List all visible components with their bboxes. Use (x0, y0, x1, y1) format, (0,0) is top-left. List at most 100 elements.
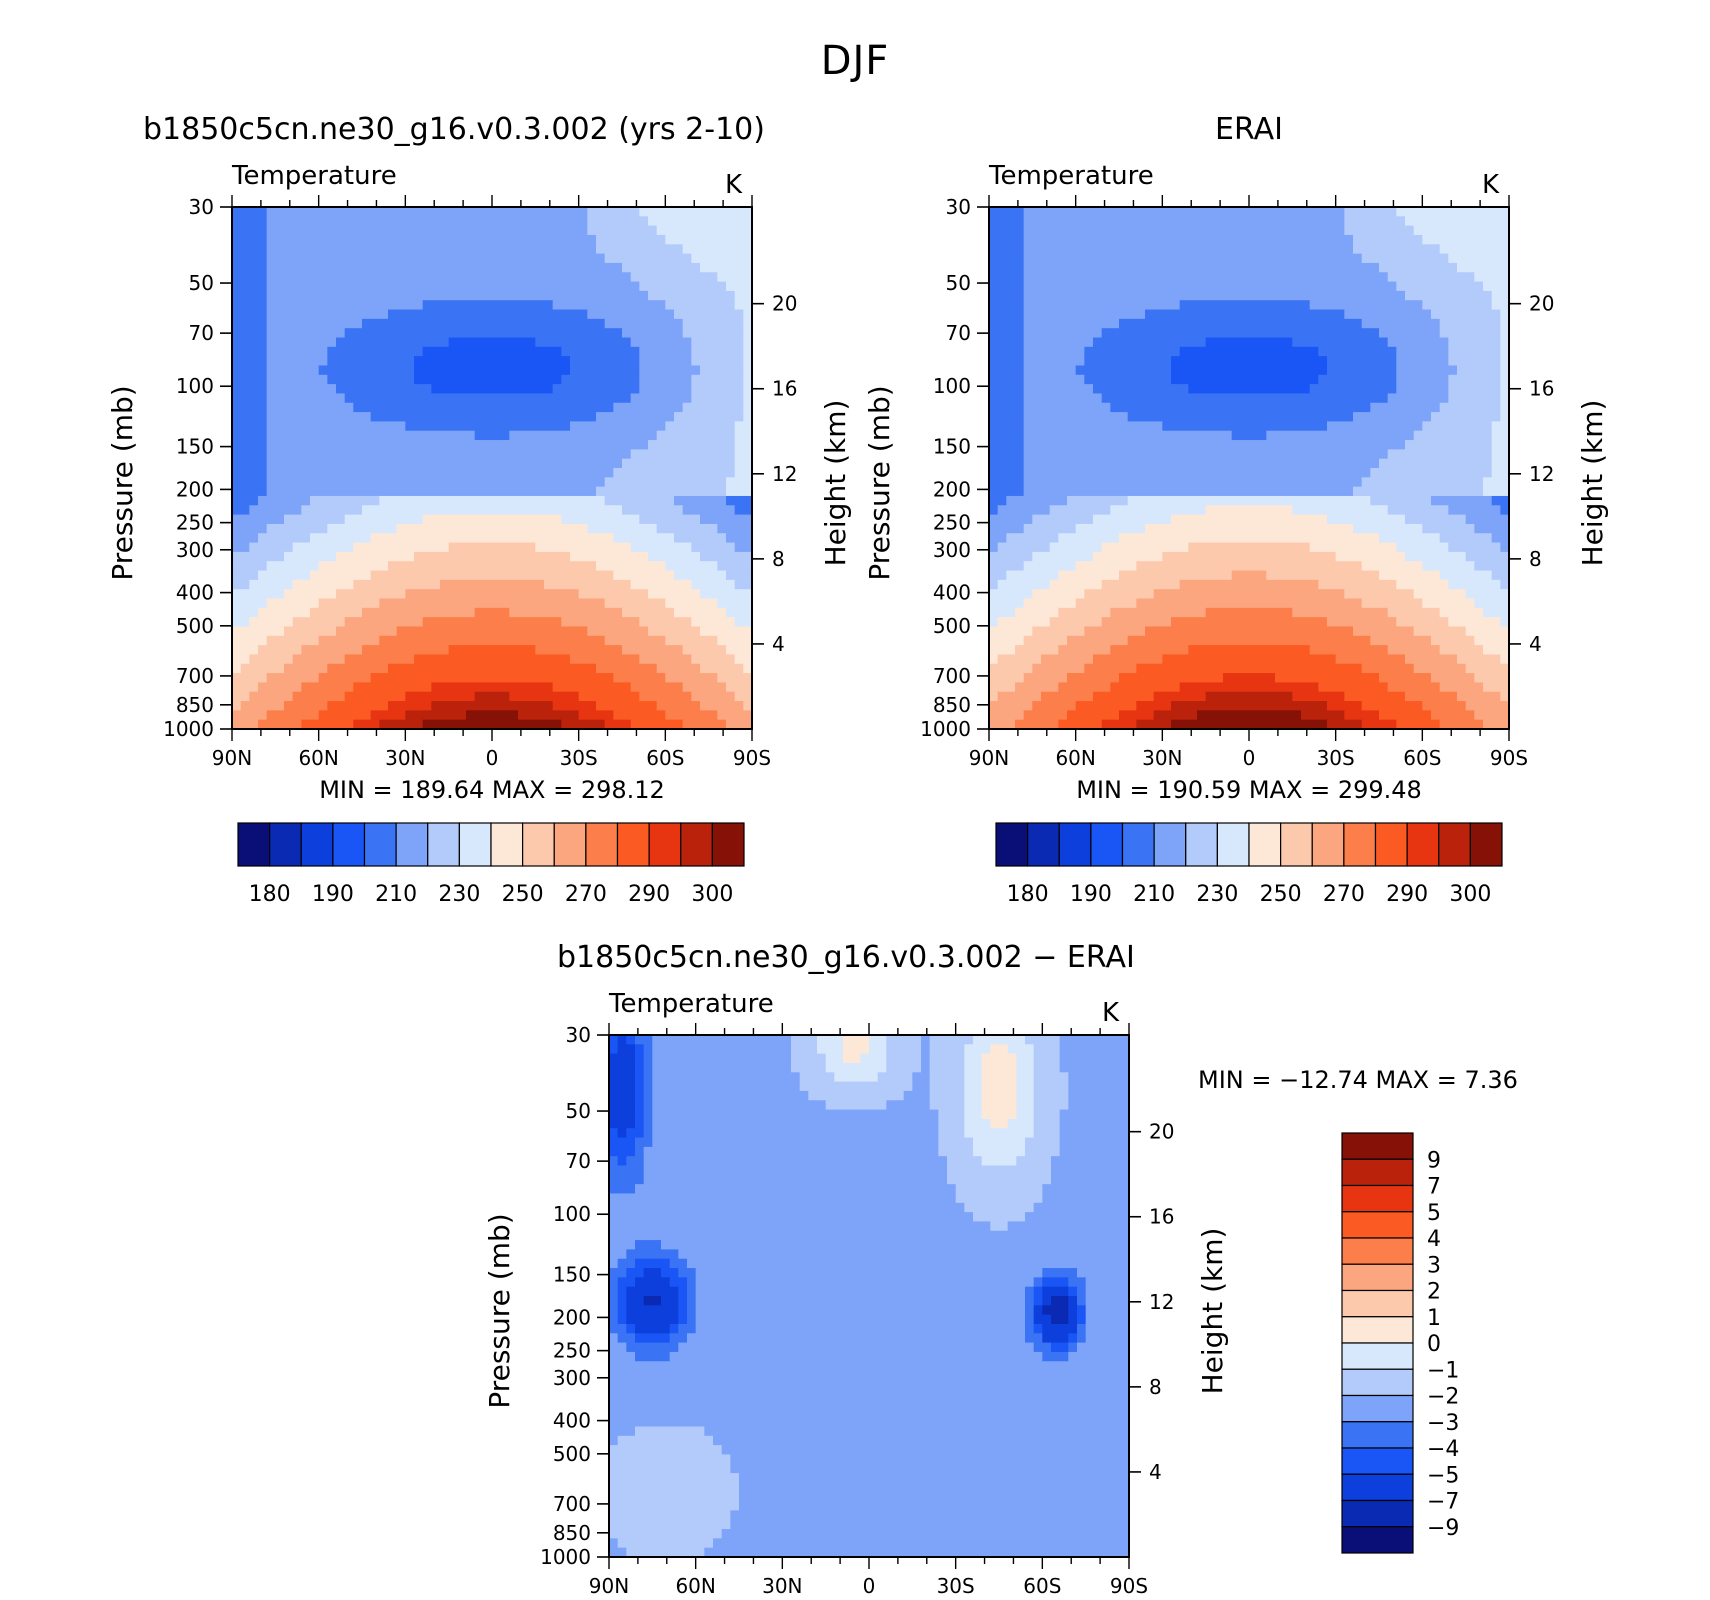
obs-ytick-label: 250 (933, 511, 971, 535)
obs-colorbar-box (1248, 822, 1282, 867)
obs-ytick-label: 700 (933, 664, 971, 688)
model-ytick-label: 200 (176, 477, 214, 501)
model-ytick-right-label: 20 (772, 292, 797, 316)
obs-ytick-right-label: 4 (1529, 632, 1542, 656)
obs-colorbar-label: 230 (1196, 882, 1238, 907)
diff-ytick-label: 400 (553, 1409, 591, 1433)
diff-xtick-label: 0 (863, 1574, 876, 1598)
diff-colorbar-label: −5 (1427, 1463, 1459, 1488)
obs-xtick-label: 0 (1243, 746, 1256, 770)
model-xtick-label: 60N (298, 746, 338, 770)
obs-colorbar-box (1216, 822, 1250, 867)
obs-ytick-label: 200 (933, 477, 971, 501)
model-ytick-right-label: 8 (772, 547, 785, 571)
difference-temperature-chart: 305070100150200250300400500700850100090N… (483, 989, 1518, 1598)
obs-colorbar-label: 190 (1070, 882, 1112, 907)
diff-colorbar-box (1341, 1158, 1414, 1187)
model-colorbar-label: 270 (565, 882, 607, 907)
obs-ytick-right-label: 20 (1529, 292, 1554, 316)
diff-colorbar-label: 9 (1427, 1148, 1441, 1173)
model-colorbar-box (711, 822, 745, 867)
model-ytick-label: 50 (189, 271, 214, 295)
obs-colorbar-box (995, 822, 1029, 867)
obs-ytick-right-label: 16 (1529, 377, 1554, 401)
diff-colorbar-label: 4 (1427, 1227, 1441, 1252)
diff-colorbar-box (1341, 1184, 1414, 1213)
obs-colorbar-box (1343, 822, 1377, 867)
diff-ytick-label: 200 (553, 1305, 591, 1329)
diff-ytick-right-label: 20 (1149, 1120, 1174, 1144)
diff-xtick-label: 60N (675, 1574, 715, 1598)
obs-colorbar-box (1406, 822, 1440, 867)
model-colorbar-label: 250 (502, 882, 544, 907)
model-xtick-label: 30S (560, 746, 598, 770)
obs-colorbar-box (1153, 822, 1187, 867)
diff-contour-fill (609, 1035, 1130, 1558)
obs-colorbar-box (1311, 822, 1345, 867)
diff-ytick-label: 100 (553, 1202, 591, 1226)
diff-colorbar-box (1341, 1342, 1414, 1370)
diff-field-label: Temperature (608, 989, 774, 1019)
model-colorbar-box (522, 822, 555, 867)
obs-colorbar-box (1058, 822, 1092, 867)
diff-ylabel: Pressure (mb) (483, 1213, 516, 1408)
model-colorbar-box (427, 822, 460, 867)
obs-colorbar-label: 210 (1133, 882, 1175, 907)
model-xtick-label: 30N (385, 746, 425, 770)
diff-colorbar-label: −9 (1427, 1516, 1459, 1541)
obs-ylabel-right: Height (km) (1576, 400, 1609, 567)
model-ytick-label: 70 (189, 321, 214, 345)
obs-panel-title: ERAI (1215, 112, 1283, 147)
model-colorbar-box (332, 822, 366, 867)
model-ylabel-right: Height (km) (819, 400, 852, 567)
obs-colorbar-box (1121, 822, 1155, 867)
model-ytick-right-label: 16 (772, 377, 797, 401)
diff-ytick-right-label: 8 (1149, 1375, 1162, 1399)
model-colorbar-box (490, 822, 524, 867)
diff-ytick-label: 50 (566, 1099, 591, 1123)
model-colorbar-box (616, 822, 650, 867)
model-ytick-label: 100 (176, 374, 214, 398)
obs-xtick-label: 60N (1055, 746, 1095, 770)
obs-colorbar-box (1185, 822, 1218, 867)
model-colorbar-box (363, 822, 397, 867)
diff-ytick-label: 70 (566, 1149, 591, 1173)
diff-colorbar-label: 5 (1427, 1201, 1441, 1226)
model-ytick-label: 150 (176, 435, 214, 459)
diff-colorbar-box (1341, 1499, 1414, 1528)
obs-colorbar-box (1469, 822, 1503, 867)
model-field-label: Temperature (231, 161, 397, 191)
obs-colorbar-box (1280, 822, 1313, 867)
diff-colorbar-label: −4 (1427, 1437, 1459, 1462)
obs-colorbar-box (1090, 822, 1124, 867)
model-ytick-label: 250 (176, 511, 214, 535)
obs-colorbar-box (1438, 822, 1471, 867)
obs-contour-fill (989, 207, 1510, 730)
model-xtick-label: 60S (646, 746, 684, 770)
model-ytick-label: 300 (176, 538, 214, 562)
diff-colorbar-label: 7 (1427, 1175, 1441, 1200)
diff-colorbar-box (1341, 1316, 1414, 1344)
model-colorbar-box (585, 822, 619, 867)
diff-colorbar-box (1341, 1132, 1414, 1160)
obs-ytick-label: 70 (946, 321, 971, 345)
obs-colorbar-label: 180 (1007, 882, 1049, 907)
model-ytick-label: 700 (176, 664, 214, 688)
obs-xtick-label: 60S (1403, 746, 1441, 770)
model-min-max-stats: MIN = 189.64 MAX = 298.12 (319, 776, 665, 804)
model-colorbar-label: 300 (691, 882, 733, 907)
model-ytick-label: 850 (176, 693, 214, 717)
diff-ytick-label: 700 (553, 1492, 591, 1516)
diff-xtick-label: 90S (1110, 1574, 1148, 1598)
model-colorbar-box (300, 822, 334, 867)
obs-colorbar-box (1027, 822, 1060, 867)
diff-ytick-right-label: 12 (1149, 1290, 1174, 1314)
model-xtick-label: 0 (486, 746, 499, 770)
page-title: DJF (820, 38, 890, 84)
diff-ytick-label: 30 (566, 1023, 591, 1047)
obs-min-max-stats: MIN = 190.59 MAX = 299.48 (1076, 776, 1422, 804)
model-colorbar-label: 180 (249, 882, 291, 907)
model-units-label: K (725, 170, 743, 200)
diff-xtick-label: 30S (937, 1574, 975, 1598)
model-colorbar-label: 290 (628, 882, 670, 907)
